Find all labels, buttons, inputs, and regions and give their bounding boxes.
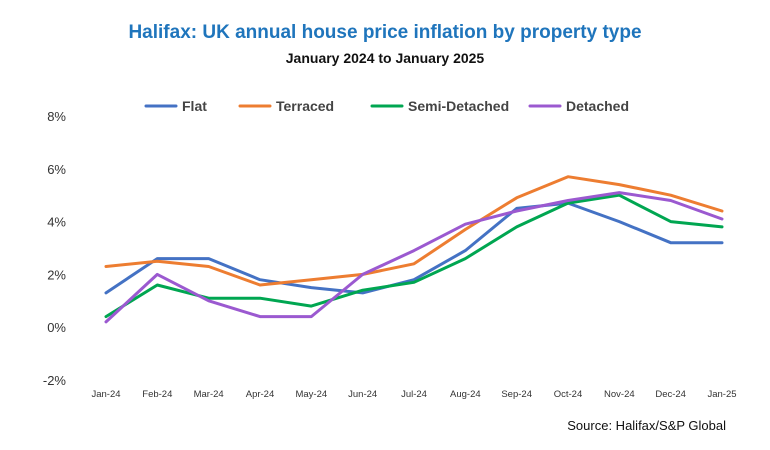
legend: Flat Terraced Semi-Detached Detached	[144, 98, 629, 114]
x-tick-label: Dec-24	[655, 389, 686, 400]
x-tick-label: Mar-24	[194, 389, 224, 400]
x-tick-label: May-24	[295, 389, 327, 400]
y-tick-label: -2%	[43, 373, 67, 388]
chart-subtitle: January 2024 to January 2025	[285, 50, 485, 66]
legend-label-semi-detached: Semi-Detached	[408, 98, 509, 114]
series-line-flat	[104, 201, 724, 295]
x-tick-label: Oct-24	[554, 389, 583, 400]
legend-label-detached: Detached	[566, 98, 629, 114]
y-tick-label: 0%	[47, 320, 66, 335]
x-tick-label: Jan-24	[91, 389, 120, 400]
y-tick-label: 8%	[47, 109, 66, 124]
legend-label-terraced: Terraced	[276, 98, 334, 114]
x-tick-label: Sep-24	[501, 389, 532, 400]
series-line-detached	[104, 191, 724, 324]
x-tick-label: Apr-24	[246, 389, 275, 400]
chart-title: Halifax: UK annual house price inflation…	[128, 22, 642, 43]
x-tick-label: Jun-24	[348, 389, 377, 400]
plot-area	[104, 175, 724, 324]
y-axis: -2% 0% 2% 4% 6% 8%	[43, 109, 67, 388]
legend-label-flat: Flat	[182, 98, 207, 114]
x-tick-label: Jan-25	[707, 389, 736, 400]
x-tick-label: Nov-24	[604, 389, 635, 400]
y-tick-label: 2%	[47, 267, 66, 282]
x-tick-label: Aug-24	[450, 389, 481, 400]
source-note: Source: Halifax/S&P Global	[567, 418, 726, 433]
y-tick-label: 6%	[47, 162, 66, 177]
x-tick-label: Feb-24	[142, 389, 172, 400]
series-line-terraced	[104, 175, 724, 287]
x-axis: Jan-24 Feb-24 Mar-24 Apr-24 May-24 Jun-24 Jul-…	[91, 389, 736, 400]
y-tick-label: 4%	[47, 215, 66, 230]
x-tick-label: Jul-24	[401, 389, 427, 400]
series-line-semi-detached	[104, 193, 724, 319]
